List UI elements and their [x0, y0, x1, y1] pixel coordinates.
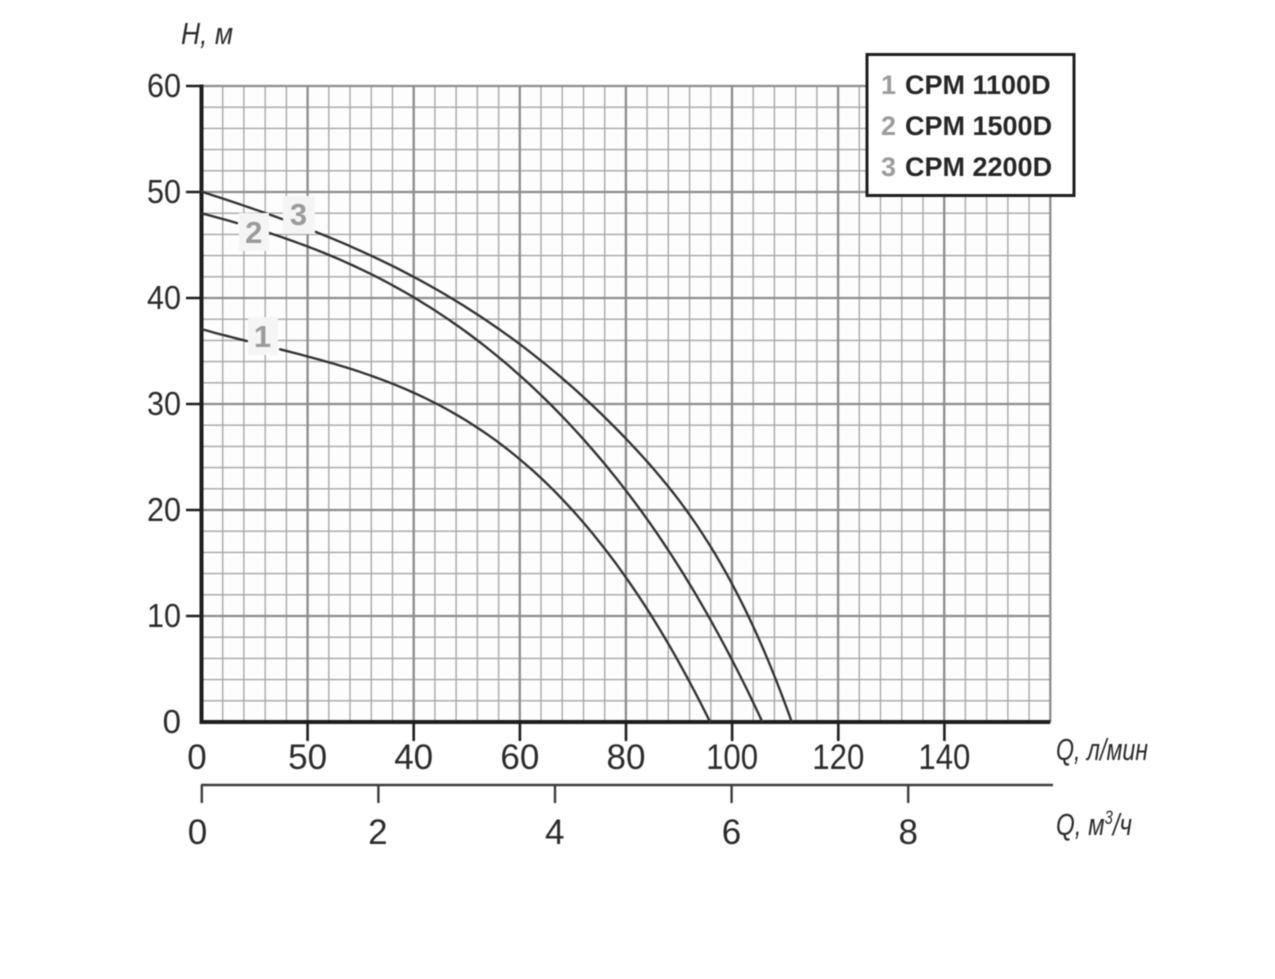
svg-text:Q, л/мин: Q, л/мин [1056, 732, 1148, 767]
svg-text:CPM 2200D: CPM 2200D [905, 152, 1052, 182]
svg-text:3: 3 [881, 152, 896, 182]
svg-text:60: 60 [147, 67, 181, 104]
svg-text:40: 40 [147, 279, 181, 316]
svg-text:0: 0 [187, 738, 206, 777]
svg-text:2: 2 [245, 215, 262, 250]
svg-text:50: 50 [147, 173, 181, 210]
svg-text:1: 1 [881, 70, 896, 100]
svg-text:0: 0 [188, 813, 207, 852]
svg-text:20: 20 [147, 491, 181, 528]
svg-text:10: 10 [147, 597, 181, 634]
svg-text:2: 2 [368, 813, 387, 852]
svg-text:60: 60 [500, 738, 539, 777]
svg-text:8: 8 [898, 813, 917, 852]
svg-text:4: 4 [545, 813, 564, 852]
svg-text:H, м: H, м [181, 16, 233, 51]
svg-text:50: 50 [288, 738, 327, 777]
svg-text:40: 40 [394, 738, 433, 777]
svg-text:100: 100 [706, 738, 758, 777]
svg-text:1: 1 [254, 319, 271, 354]
svg-text:CPM 1500D: CPM 1500D [905, 111, 1052, 141]
svg-text:CPM 1100D: CPM 1100D [905, 70, 1051, 100]
svg-text:0: 0 [163, 703, 181, 740]
svg-text:2: 2 [881, 111, 896, 141]
svg-text:30: 30 [147, 385, 181, 422]
svg-text:80: 80 [607, 738, 646, 777]
svg-text:140: 140 [918, 738, 970, 777]
svg-text:6: 6 [722, 813, 741, 852]
svg-text:120: 120 [812, 738, 864, 777]
svg-text:3: 3 [290, 197, 307, 232]
svg-text:Q, м3/ч: Q, м3/ч [1056, 807, 1132, 842]
